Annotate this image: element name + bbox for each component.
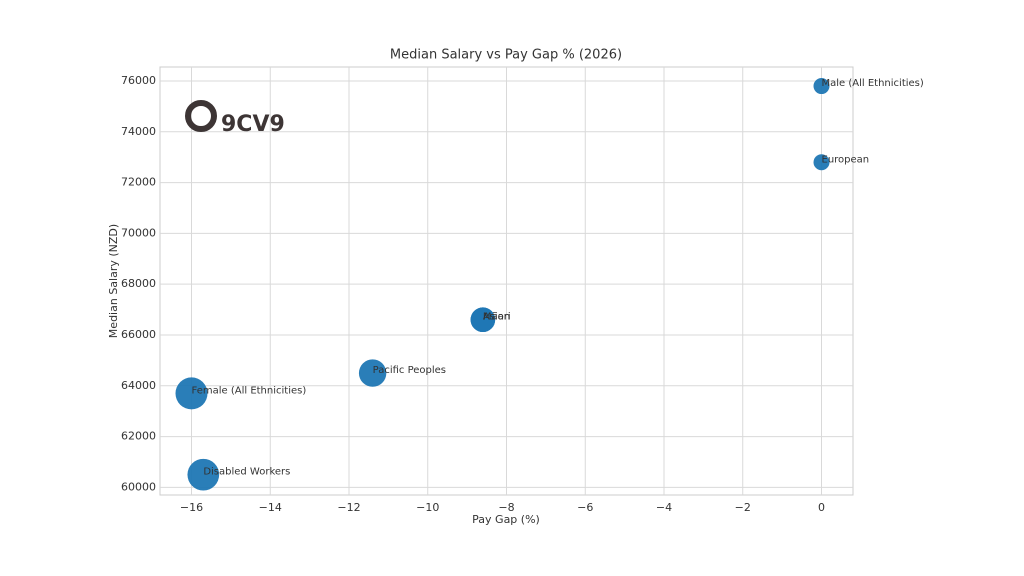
- y-tick-label: 70000: [121, 226, 156, 239]
- bubble: [175, 377, 208, 410]
- y-tick-label: 64000: [121, 379, 156, 392]
- y-axis-label: Median Salary (NZD): [107, 224, 120, 338]
- chart-title: Median Salary vs Pay Gap % (2026): [390, 48, 622, 63]
- point-label: Asian: [483, 312, 510, 323]
- y-tick-label: 76000: [121, 74, 156, 87]
- y-tick-label: 60000: [121, 480, 156, 493]
- x-tick-label: −2: [735, 501, 751, 514]
- y-tick-label: 72000: [121, 176, 156, 189]
- logo-text: 9CV9: [221, 112, 285, 137]
- x-tick-label: −16: [180, 501, 203, 514]
- x-tick-label: −8: [498, 501, 514, 514]
- x-tick-label: −14: [259, 501, 282, 514]
- bubble: [813, 154, 830, 171]
- point-label: Male (All Ethnicities): [822, 78, 924, 89]
- point-label: Māori: [483, 312, 511, 323]
- grid: [160, 67, 853, 495]
- bubble: [470, 307, 496, 333]
- x-tick-label: −12: [337, 501, 360, 514]
- x-tick-label: 0: [818, 501, 825, 514]
- bubble: [358, 359, 387, 387]
- logo: 9CV9: [185, 100, 285, 137]
- bubble: [813, 78, 830, 95]
- x-tick-label: −10: [416, 501, 439, 514]
- logo-icon: [185, 100, 217, 132]
- y-tick-label: 68000: [121, 277, 156, 290]
- point-label: Pacific Peoples: [373, 365, 446, 376]
- y-tick-label: 62000: [121, 430, 156, 443]
- x-tick-label: −4: [656, 501, 672, 514]
- bubble: [187, 458, 220, 491]
- y-tick-label: 74000: [121, 125, 156, 138]
- x-axis-label: Pay Gap (%): [472, 513, 540, 526]
- x-tick-label: −6: [577, 501, 593, 514]
- point-label: Disabled Workers: [203, 467, 290, 478]
- y-tick-label: 66000: [121, 328, 156, 341]
- point-label: European: [822, 154, 870, 165]
- point-label: Female (All Ethnicities): [192, 385, 307, 396]
